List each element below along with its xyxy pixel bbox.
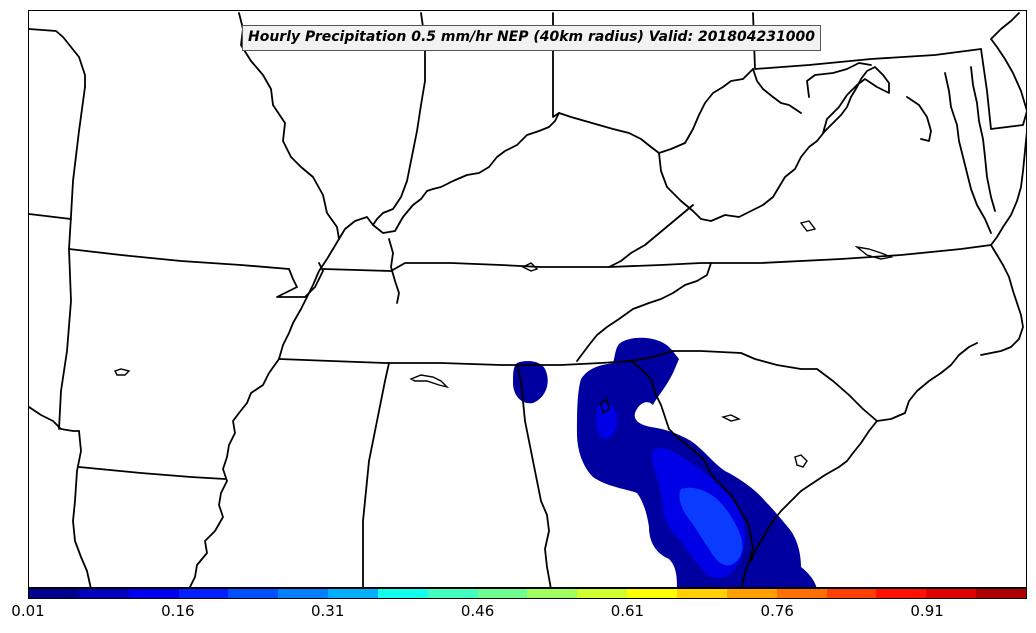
chesapeake-bay-east bbox=[970, 66, 996, 212]
colorbar-segment bbox=[926, 589, 977, 598]
colorbar-segment bbox=[427, 589, 478, 598]
border-tennessee-north-carolina bbox=[576, 262, 712, 362]
colorbar-segment bbox=[128, 589, 179, 598]
lake-feature bbox=[114, 368, 131, 376]
colorbar-tick-label: 0.61 bbox=[610, 602, 645, 620]
north-carolina-coast bbox=[980, 244, 1024, 356]
ohio-river-illinois bbox=[338, 112, 560, 240]
lakes-and-islands bbox=[114, 220, 894, 468]
colorbar-segment bbox=[29, 589, 79, 598]
border-delaware bbox=[980, 12, 1026, 130]
lake-feature bbox=[794, 454, 808, 468]
colorbar-segment bbox=[726, 589, 777, 598]
colorbar-segment bbox=[976, 589, 1026, 598]
border-iowa-missouri bbox=[29, 28, 86, 88]
border-arkansas-louisiana bbox=[78, 466, 226, 480]
border-kansas-oklahoma bbox=[29, 213, 72, 220]
colorbar-segment bbox=[776, 589, 827, 598]
border-virginia-coast bbox=[990, 131, 1026, 246]
lake-feature bbox=[799, 220, 817, 232]
probability-region-high bbox=[679, 487, 743, 566]
border-missouri-west bbox=[68, 86, 86, 250]
red-river bbox=[29, 406, 80, 432]
colorbar-segment bbox=[278, 589, 329, 598]
colorbar-segment bbox=[78, 589, 129, 598]
coast-georgia-sc bbox=[750, 420, 878, 562]
colorbar-segment bbox=[377, 589, 428, 598]
border-mississippi-alabama bbox=[362, 362, 390, 587]
colorbar-tick-label: 0.91 bbox=[910, 602, 944, 620]
map-title: Hourly Precipitation 0.5 mm/hr NEP (40km… bbox=[242, 25, 821, 51]
lake-feature bbox=[854, 245, 894, 260]
colorbar bbox=[28, 588, 1027, 599]
colorbar-segment bbox=[477, 589, 528, 598]
ohio-northeast-border bbox=[752, 68, 802, 114]
colorbar-tick-label: 0.01 bbox=[11, 602, 45, 620]
savannah-river bbox=[630, 360, 754, 587]
colorbar-tick-label: 0.31 bbox=[310, 602, 345, 620]
colorbar-segment bbox=[527, 589, 578, 598]
probability-field bbox=[513, 337, 817, 587]
colorbar-ticks: 0.01 0.16 0.31 0.46 0.61 0.76 0.91 bbox=[0, 599, 1036, 629]
probability-region-low bbox=[577, 337, 817, 587]
colorbar-segment bbox=[577, 589, 628, 598]
border-west-virginia bbox=[658, 66, 890, 222]
border-nc-south-carolina bbox=[672, 350, 878, 422]
kentucky-lake-feature bbox=[388, 238, 400, 304]
lake-feature bbox=[720, 414, 742, 422]
map-canvas bbox=[29, 12, 1026, 587]
colorbar-segment bbox=[676, 589, 727, 598]
lake-feature bbox=[409, 374, 450, 389]
colorbar-tick-label: 0.16 bbox=[161, 602, 195, 620]
border-texas-east bbox=[72, 430, 92, 587]
colorbar-tick-label: 0.46 bbox=[460, 602, 495, 620]
border-kentucky-tennessee bbox=[322, 244, 992, 272]
lake-feature bbox=[600, 397, 610, 415]
colorbar-tick-label: 0.76 bbox=[760, 602, 794, 620]
coast-south-carolina bbox=[876, 342, 978, 422]
state-borders bbox=[29, 12, 1026, 587]
lake-feature bbox=[521, 262, 539, 272]
probability-region-small-mid bbox=[596, 404, 618, 439]
colorbar-segment bbox=[627, 589, 677, 598]
colorbar-segment bbox=[228, 589, 279, 598]
potomac-river bbox=[906, 96, 932, 142]
border-alabama-georgia bbox=[516, 364, 552, 587]
colorbar-segment bbox=[328, 589, 378, 598]
border-illinois-indiana bbox=[372, 12, 426, 226]
colorbar-segment bbox=[876, 589, 927, 598]
border-missouri-arkansas bbox=[68, 248, 324, 298]
colorbar-segment bbox=[826, 589, 877, 598]
map-panel: Hourly Precipitation 0.5 mm/hr NEP (40km… bbox=[28, 10, 1027, 588]
mississippi-river-south bbox=[188, 358, 280, 587]
border-tennessee-south bbox=[278, 350, 674, 366]
border-wv-maryland bbox=[806, 62, 872, 98]
border-oklahoma-east bbox=[58, 248, 72, 430]
mississippi-river-north bbox=[238, 12, 340, 360]
border-pennsylvania-maryland bbox=[752, 12, 982, 70]
colorbar-segment bbox=[178, 589, 229, 598]
ohio-river-east bbox=[558, 68, 754, 154]
border-kentucky-virginia bbox=[608, 204, 694, 268]
chesapeake-bay-west bbox=[944, 72, 992, 234]
